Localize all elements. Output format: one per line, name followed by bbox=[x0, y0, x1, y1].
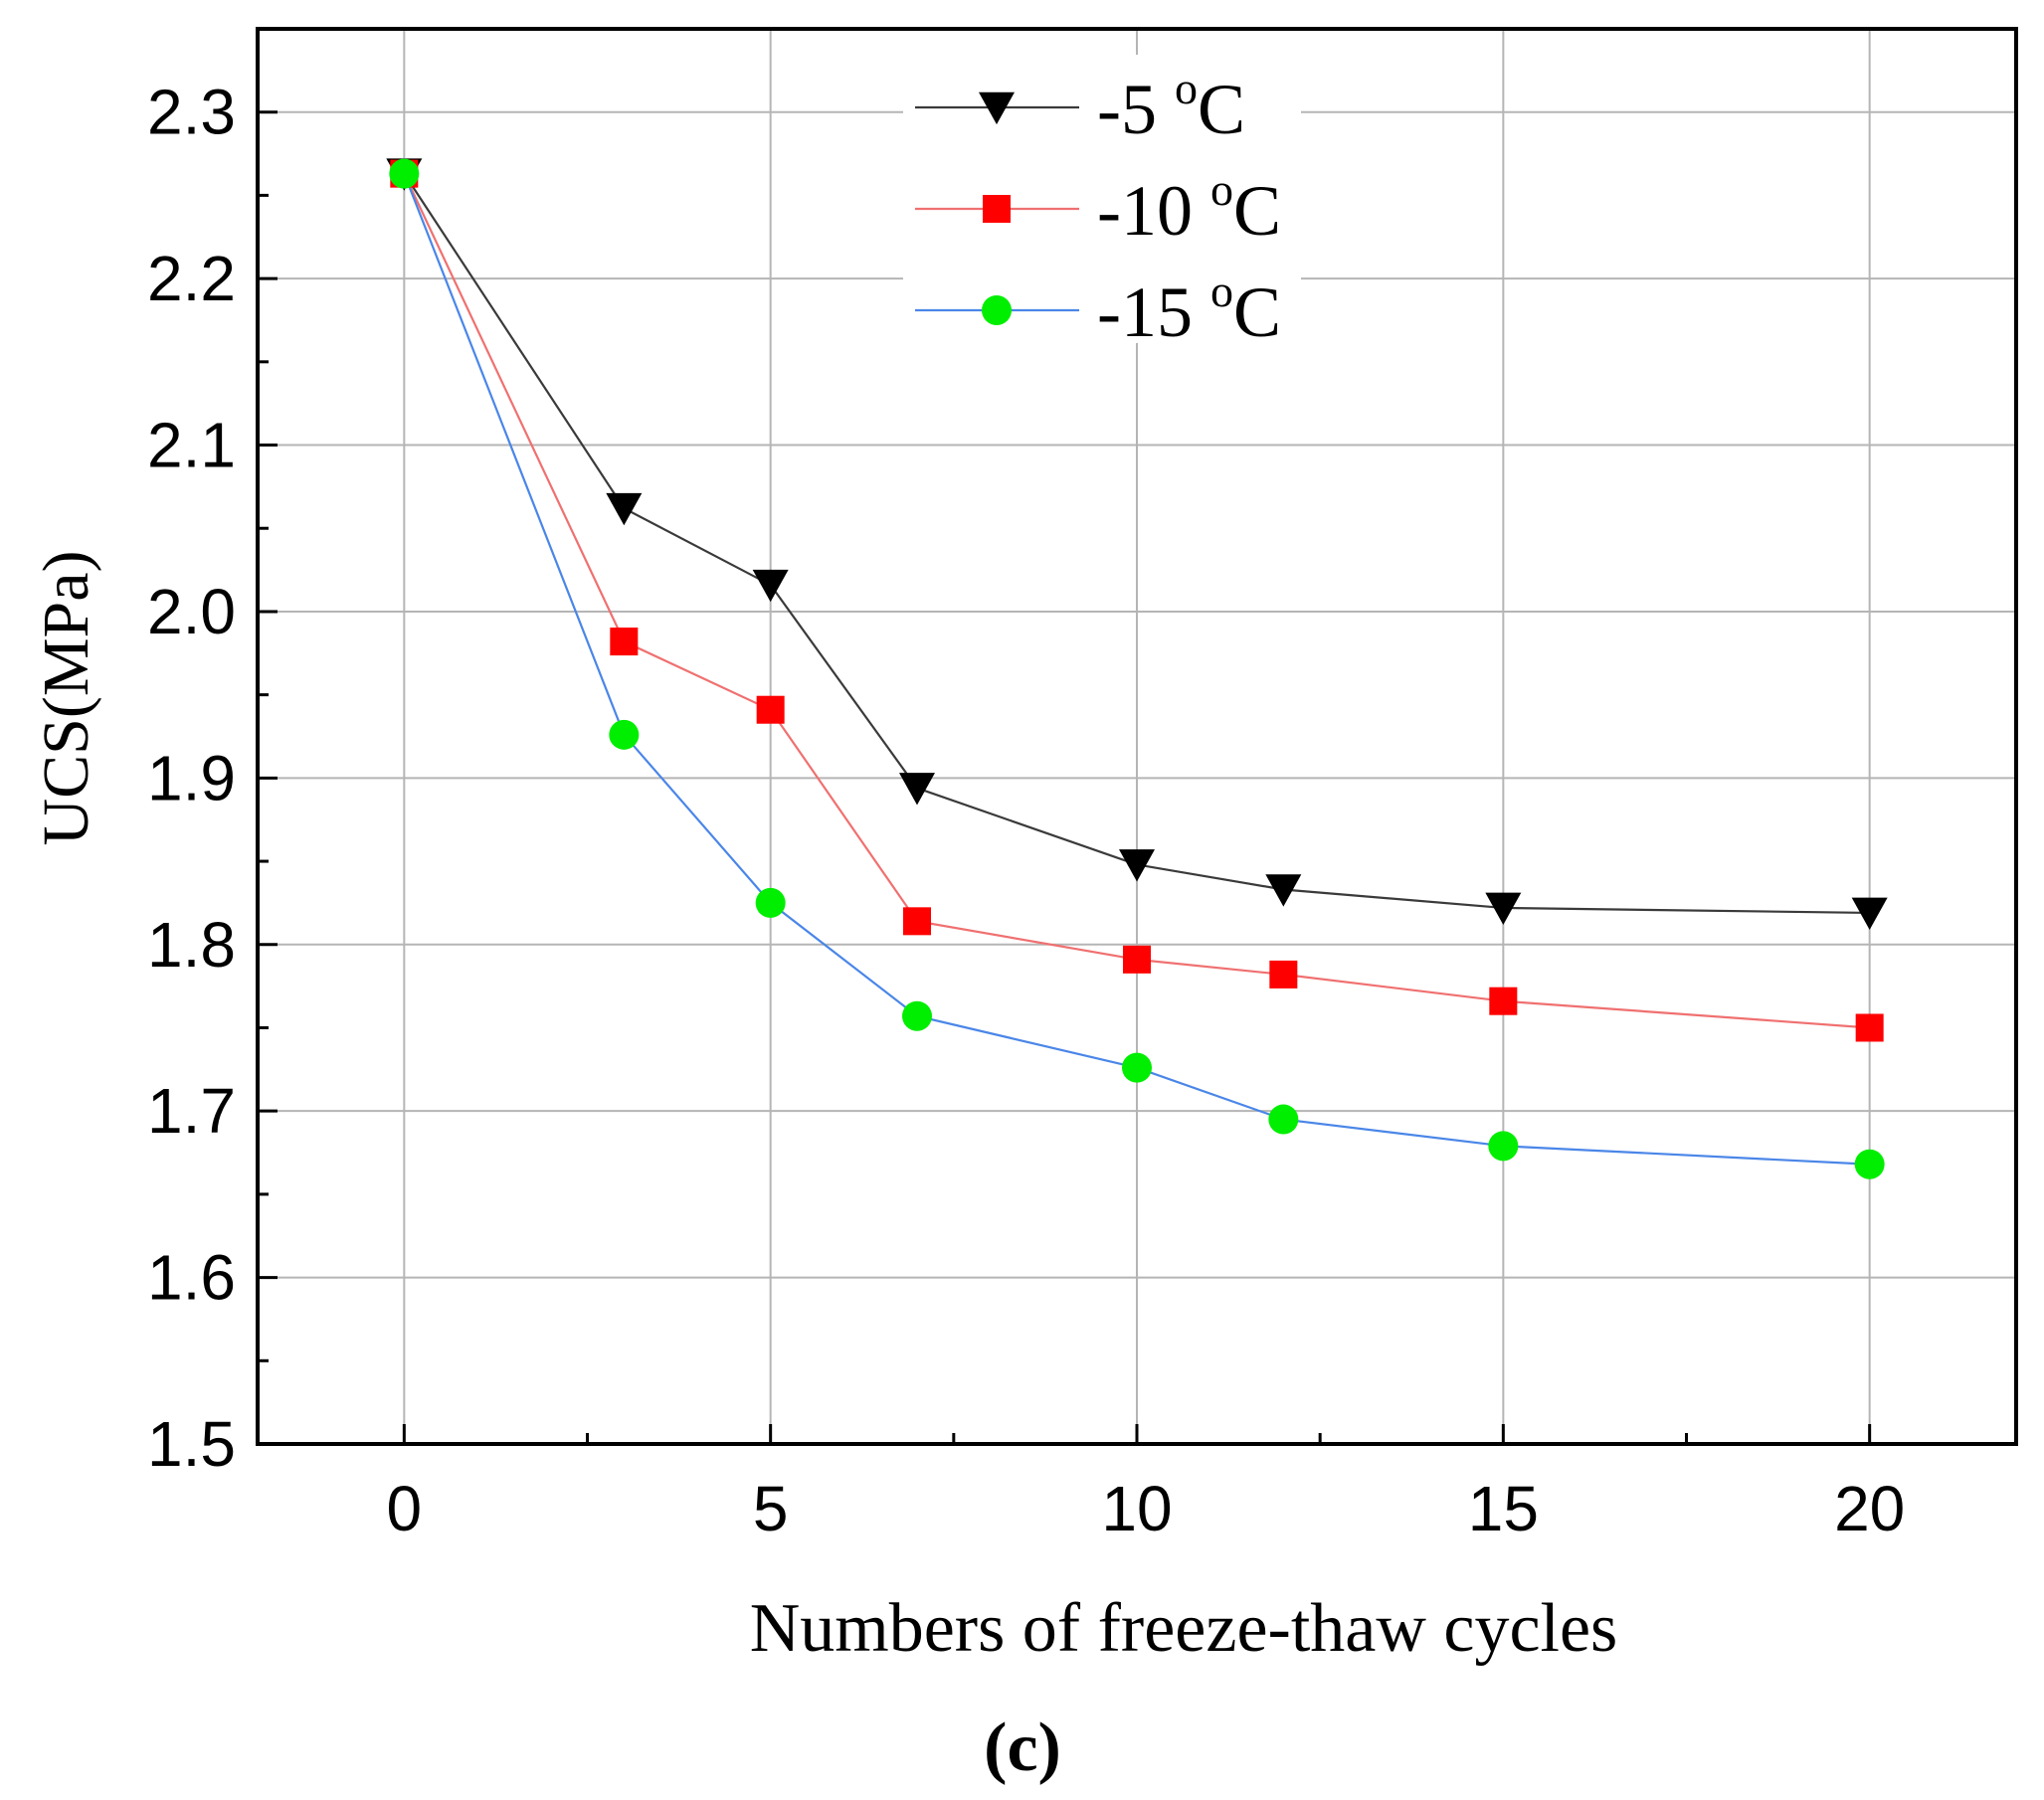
data-point-series-2 bbox=[1854, 1149, 1885, 1179]
data-point-series-1 bbox=[1123, 945, 1151, 974]
data-point-series-2 bbox=[902, 1000, 932, 1031]
series-line-1 bbox=[403, 173, 1870, 1029]
data-point-series-2 bbox=[1268, 1104, 1299, 1135]
x-axis-title: Numbers of freeze-thaw cycles bbox=[750, 1590, 1618, 1667]
y-tick-label: 1.5 bbox=[147, 1408, 236, 1480]
series-lines bbox=[403, 173, 1870, 1166]
y-tick-label: 1.7 bbox=[147, 1075, 236, 1147]
y-tick-label: 2.1 bbox=[147, 410, 236, 481]
y-tick-label: 2.0 bbox=[147, 576, 236, 647]
x-tick-label: 10 bbox=[1101, 1473, 1172, 1544]
y-tick-label: 2.2 bbox=[147, 243, 236, 314]
legend-marker-2 bbox=[982, 295, 1012, 325]
x-tick-label: 15 bbox=[1468, 1473, 1539, 1544]
legend-marker-0 bbox=[979, 91, 1015, 125]
data-point-series-1 bbox=[1269, 960, 1298, 989]
data-point-series-2 bbox=[755, 887, 786, 918]
series-line-0 bbox=[403, 173, 1870, 915]
legend-label-0: -5 oC bbox=[1097, 63, 1245, 149]
data-point-series-0 bbox=[752, 569, 789, 603]
data-point-series-2 bbox=[1122, 1052, 1152, 1083]
y-axis-title: UCS(MPa) bbox=[30, 550, 102, 845]
series-markers bbox=[386, 158, 1888, 1179]
data-point-series-0 bbox=[1851, 897, 1888, 931]
data-point-series-1 bbox=[1855, 1013, 1884, 1042]
x-tick-label: 0 bbox=[387, 1473, 423, 1544]
data-point-series-2 bbox=[1488, 1131, 1519, 1162]
y-tick-label: 1.6 bbox=[147, 1242, 236, 1314]
data-point-series-2 bbox=[609, 719, 640, 750]
series-line-2 bbox=[403, 173, 1870, 1166]
data-point-series-1 bbox=[1489, 987, 1518, 1015]
legend-marker-1 bbox=[983, 195, 1011, 223]
data-point-series-0 bbox=[1485, 892, 1522, 926]
legend-label-1: -10 oC bbox=[1097, 164, 1281, 251]
x-tick-label: 20 bbox=[1834, 1473, 1905, 1544]
y-tick-label: 1.8 bbox=[147, 909, 236, 981]
data-point-series-1 bbox=[903, 907, 931, 936]
data-point-series-0 bbox=[1119, 849, 1155, 882]
data-point-series-1 bbox=[756, 695, 785, 724]
y-tick-label: 2.3 bbox=[147, 77, 236, 148]
data-point-series-0 bbox=[1265, 874, 1302, 907]
data-point-series-1 bbox=[610, 628, 639, 656]
legend-label-2: -15 oC bbox=[1097, 266, 1281, 352]
axis-ticks: 0 5 10 15 20 1.5 1.6 1.7 1.8 1.9 2.0 2.1 2.2 2.3 bbox=[147, 77, 1905, 1544]
x-tick-label: 5 bbox=[753, 1473, 789, 1544]
legend-box bbox=[903, 55, 1301, 343]
data-point-series-0 bbox=[606, 492, 643, 526]
y-tick-label: 1.9 bbox=[147, 742, 236, 813]
panel-label: (c) bbox=[984, 1710, 1061, 1786]
data-point-series-0 bbox=[899, 773, 935, 806]
legend: -5 oC -10 oC -15 oC bbox=[903, 55, 1301, 352]
data-point-series-2 bbox=[389, 158, 420, 189]
